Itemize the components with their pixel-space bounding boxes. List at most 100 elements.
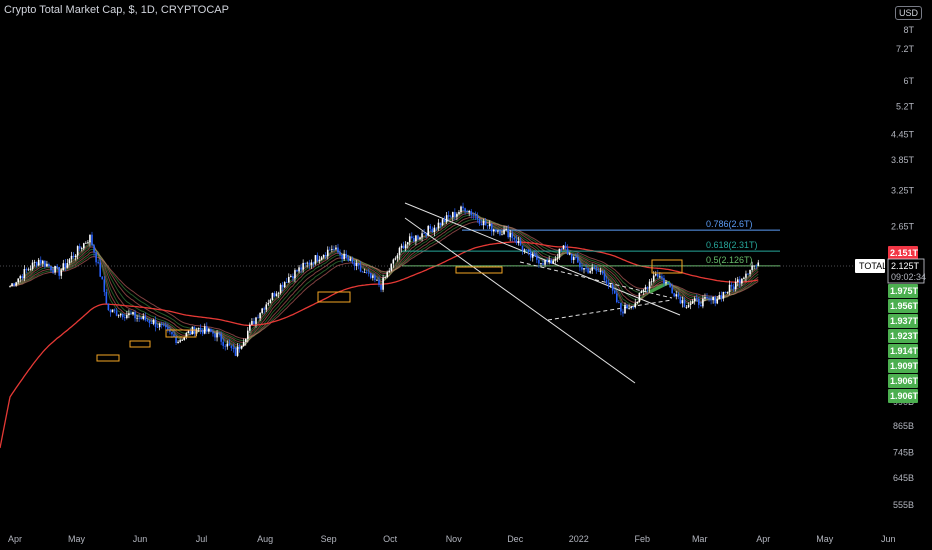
candle-body bbox=[183, 337, 186, 341]
candle-body bbox=[593, 267, 596, 269]
price-tag-label: 1.914T bbox=[890, 346, 919, 356]
candle-body bbox=[162, 324, 165, 326]
candle-body bbox=[607, 283, 610, 286]
price-tag-label: 1.975T bbox=[890, 286, 919, 296]
candle-body bbox=[675, 294, 678, 297]
candle-body bbox=[708, 298, 710, 299]
highlight-box bbox=[129, 340, 151, 348]
candle-body bbox=[257, 317, 259, 319]
symbol-tag bbox=[855, 259, 885, 273]
candle-body bbox=[142, 316, 145, 320]
candle-body bbox=[546, 260, 548, 263]
candle-body bbox=[390, 263, 393, 271]
price-tag-label: 1.956T bbox=[890, 301, 919, 311]
x-tick-label: Sep bbox=[321, 534, 337, 544]
candle-body bbox=[404, 244, 407, 249]
candle-body bbox=[370, 273, 372, 278]
candle-body bbox=[128, 313, 130, 316]
candle-body bbox=[353, 262, 356, 266]
currency-button[interactable]: USD bbox=[894, 6, 922, 20]
candle-body bbox=[486, 225, 489, 227]
x-axis[interactable]: Apr May Jun Jul Aug Sep Oct Nov Dec 2022 Feb Mar Apr… bbox=[8, 534, 932, 544]
candle-body bbox=[663, 278, 665, 284]
candle-body bbox=[267, 302, 270, 305]
candle-body bbox=[9, 286, 11, 287]
candle-body bbox=[427, 226, 429, 236]
candle-body bbox=[187, 331, 190, 334]
candle-body bbox=[103, 279, 106, 293]
candle-body bbox=[124, 317, 126, 319]
candle-body bbox=[21, 276, 24, 279]
candle-body bbox=[177, 341, 179, 343]
x-tick-label: Aug bbox=[257, 534, 273, 544]
candle-body bbox=[68, 259, 71, 263]
candle-body bbox=[150, 323, 153, 324]
candle-body bbox=[741, 278, 743, 284]
candle-body bbox=[425, 234, 427, 236]
candle-body bbox=[173, 334, 175, 337]
candle-body bbox=[464, 208, 466, 212]
candle-body bbox=[613, 290, 616, 294]
candle-body bbox=[736, 279, 739, 282]
candle-body bbox=[91, 234, 93, 246]
price-tag bbox=[888, 344, 918, 358]
candle-body bbox=[261, 308, 263, 314]
candle-body bbox=[15, 282, 17, 286]
candle-body bbox=[691, 301, 694, 304]
candle-body bbox=[431, 228, 434, 233]
candle-body bbox=[27, 269, 30, 271]
candle-body bbox=[78, 246, 81, 249]
candle-body bbox=[583, 268, 585, 270]
price-tag-label: 1.923T bbox=[890, 331, 919, 341]
candle-body bbox=[628, 307, 630, 309]
candle-body bbox=[273, 292, 276, 297]
y-tick-label: 3.85T bbox=[891, 155, 915, 165]
candle-body bbox=[618, 302, 620, 304]
candle-body bbox=[25, 269, 28, 270]
x-tick-label: May bbox=[68, 534, 86, 544]
candle-body bbox=[609, 284, 612, 286]
y-tick-label: 8T bbox=[903, 25, 914, 35]
candle-body bbox=[281, 284, 284, 288]
x-tick-label: Jul bbox=[196, 534, 208, 544]
candle-body bbox=[648, 281, 651, 289]
candle-body bbox=[529, 251, 532, 258]
candle-body bbox=[355, 263, 358, 266]
candle-body bbox=[244, 338, 247, 342]
x-tick-label: Apr bbox=[8, 534, 22, 544]
candle-body bbox=[611, 284, 614, 291]
candle-body bbox=[206, 326, 208, 332]
candle-body bbox=[396, 255, 399, 259]
candle-body bbox=[695, 298, 698, 300]
candle-body bbox=[337, 247, 339, 253]
candle-body bbox=[597, 270, 600, 272]
candle-body bbox=[236, 346, 239, 356]
candle-body bbox=[271, 292, 274, 300]
candle-body bbox=[199, 327, 202, 330]
current-price-tag bbox=[887, 258, 925, 284]
candle-body bbox=[58, 266, 60, 276]
candle-body bbox=[113, 309, 116, 311]
ema-ribbon-line bbox=[9, 211, 759, 348]
candle-body bbox=[93, 245, 95, 253]
y-tick-label: 7.2T bbox=[896, 44, 915, 54]
candle-body bbox=[89, 234, 91, 243]
candle-body bbox=[398, 247, 401, 256]
candle-body bbox=[392, 259, 395, 264]
price-tag bbox=[888, 314, 918, 328]
candle-body bbox=[357, 263, 360, 266]
candle-body bbox=[290, 276, 292, 277]
candle-body bbox=[415, 235, 417, 242]
price-tag-label: 1.906T bbox=[890, 391, 919, 401]
highlight-box bbox=[651, 259, 683, 274]
highlight-box bbox=[165, 329, 197, 338]
price-tags: 2.151T 1.975T 1.956T 1.937T 1.923T 1.914T 1.90… bbox=[855, 246, 926, 403]
candle-body bbox=[97, 262, 99, 264]
candle-body bbox=[306, 262, 309, 264]
candle-body bbox=[228, 343, 231, 346]
candle-body bbox=[203, 326, 206, 334]
candle-body bbox=[201, 329, 204, 334]
candle-body bbox=[76, 246, 79, 256]
candle-body bbox=[130, 313, 132, 315]
